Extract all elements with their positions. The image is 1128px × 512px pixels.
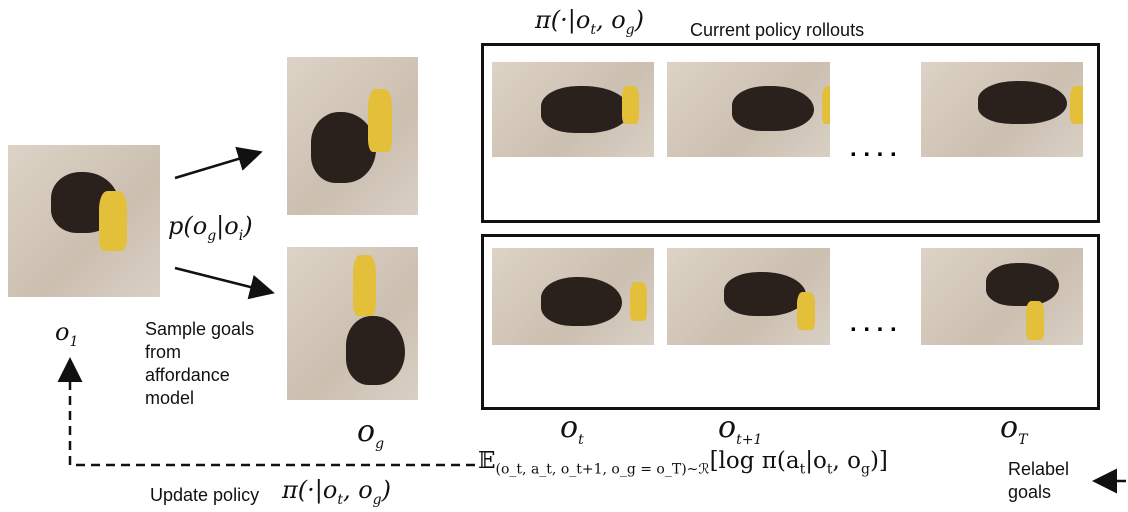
ellipsis: . . . . — [850, 310, 897, 338]
relabel-label: Relabel goals — [1008, 458, 1069, 504]
obs-label: ot+1 — [718, 410, 762, 448]
math-text: |o — [805, 448, 827, 474]
obs-label: ot — [560, 410, 584, 448]
subscript: T — [1018, 432, 1027, 448]
subscript: t+1 — [736, 432, 762, 448]
math-text: o — [1000, 410, 1018, 445]
object-bottle — [822, 86, 830, 124]
object-bottle — [368, 89, 392, 152]
photo — [492, 248, 654, 345]
object-plush — [986, 263, 1059, 307]
object-plush — [311, 112, 377, 183]
object-bottle — [353, 255, 377, 316]
subscript: (o_t, a_t, o_t+1, o_g = o_T)∼ℛ — [496, 462, 710, 478]
math-text: , o — [596, 6, 626, 34]
arrow — [175, 268, 270, 292]
object-plush — [346, 316, 405, 385]
subscript: g — [373, 492, 382, 508]
photo — [492, 62, 654, 157]
photo — [921, 62, 1083, 157]
math-text: p(o — [168, 212, 207, 240]
text-line: goals — [1008, 481, 1069, 504]
object-plush — [724, 272, 806, 316]
subscript: t — [578, 432, 584, 448]
text-line: model — [145, 387, 254, 410]
page: π(·|ot, og) Current policy rollouts p(og… — [0, 0, 1128, 512]
math-text: ) — [382, 476, 391, 504]
photo — [287, 247, 418, 400]
subscript: 1 — [69, 334, 78, 350]
math-text: ) — [635, 6, 644, 34]
object-plush — [541, 86, 630, 134]
math-text: ) — [243, 212, 252, 240]
math-text: o — [560, 410, 578, 445]
photo — [8, 145, 160, 297]
math-text: π(·|o — [282, 476, 337, 504]
math-text: o — [718, 410, 736, 445]
policy-formula: π(·|ot, og) — [535, 6, 644, 38]
text-line: from — [145, 341, 254, 364]
policy-formula: π(·|ot, og) — [282, 476, 391, 508]
object-bottle — [99, 191, 126, 252]
photo — [921, 248, 1083, 345]
math-text: 𝔼 — [478, 448, 496, 474]
ellipsis: . . . . — [850, 135, 897, 163]
math-text: , o — [343, 476, 373, 504]
math-text: |o — [216, 212, 239, 240]
object-plush — [541, 277, 622, 326]
objective-formula: 𝔼(o_t, a_t, o_t+1, o_g = o_T)∼ℛ[log π(at… — [478, 448, 888, 478]
subscript: g — [375, 436, 384, 452]
object-plush — [732, 86, 814, 132]
text-line: Sample goals — [145, 318, 254, 341]
subscript: g — [207, 228, 216, 244]
math-text: , o — [832, 448, 860, 474]
sample-goals: Sample goals from affordance model — [145, 318, 254, 410]
photo — [667, 248, 830, 345]
math-text: [log π(a — [710, 448, 800, 474]
math-text: o — [357, 414, 375, 449]
photo — [287, 57, 418, 215]
object-bottle — [1026, 301, 1043, 340]
arrow — [175, 153, 258, 178]
object-bottle — [1070, 86, 1083, 124]
obs-label: oT — [1000, 410, 1027, 448]
math-text: )] — [870, 448, 888, 474]
object-bottle — [630, 282, 647, 321]
obs-label: o1 — [55, 318, 78, 350]
math-text: o — [55, 318, 69, 346]
subscript: g — [861, 462, 870, 478]
object-bottle — [622, 86, 639, 124]
object-bottle — [797, 292, 814, 331]
math-text: π(·|o — [535, 6, 590, 34]
update-label: Update policy — [150, 484, 259, 507]
text-line: affordance — [145, 364, 254, 387]
rollouts-title: Current policy rollouts — [690, 19, 864, 42]
photo — [667, 62, 830, 157]
obs-label: og — [357, 414, 384, 452]
object-plush — [978, 81, 1067, 124]
goal-formula: p(og|oi) — [168, 212, 253, 244]
text-line: Relabel — [1008, 458, 1069, 481]
subscript: g — [626, 22, 635, 38]
